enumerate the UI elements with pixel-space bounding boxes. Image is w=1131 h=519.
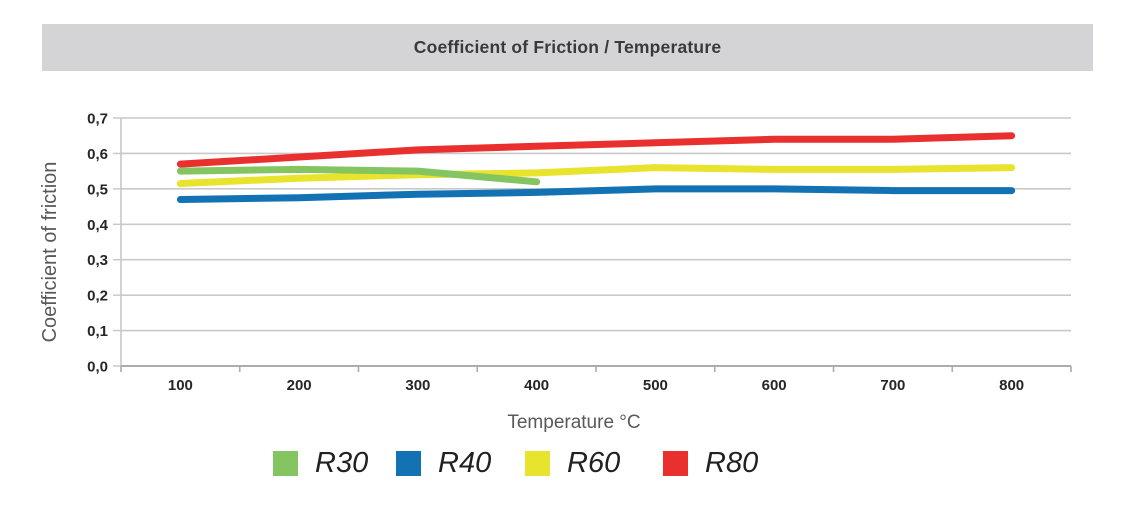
- chart-title: Coefficient of Friction / Temperature: [413, 37, 722, 57]
- x-tick-label: 400: [524, 377, 549, 394]
- x-tick-label: 200: [287, 377, 312, 394]
- x-tick-label: 800: [999, 377, 1024, 394]
- legend-label-r60: R60: [567, 447, 621, 479]
- x-tick-label: 100: [168, 377, 193, 394]
- legend-swatch-r40: [396, 450, 421, 476]
- y-tick-label: 0,7: [87, 111, 108, 128]
- legend-swatch-r60: [525, 450, 550, 476]
- tick-labels: 0,0 0,1 0,2 0,3 0,4 0,5 0,6 0,7 100 200 300 400 500 6…: [87, 111, 1024, 395]
- x-tick-label: 600: [762, 377, 787, 394]
- axes: [113, 117, 1072, 372]
- y-tick-label: 0,3: [87, 252, 108, 269]
- gridlines: [121, 117, 1071, 332]
- y-tick-label: 0,0: [87, 359, 108, 376]
- legend-item-r30: R30: [273, 448, 368, 478]
- y-tick-label: 0,5: [87, 181, 108, 198]
- legend-item-r80: R80: [663, 448, 758, 478]
- legend-item-r40: R40: [396, 448, 491, 478]
- y-tick-label: 0,1: [87, 323, 108, 340]
- series-line-r60: [176, 164, 1016, 187]
- legend-swatch-r80: [663, 450, 688, 476]
- legend-label-r80: R80: [705, 447, 759, 479]
- legend-label-r40: R40: [438, 447, 492, 479]
- y-tick-label: 0,4: [87, 217, 109, 234]
- series-line-r30: [176, 165, 541, 186]
- x-tick-label: 700: [880, 377, 905, 394]
- y-tick-label: 0,2: [87, 288, 108, 305]
- series-lines: [176, 132, 1016, 203]
- legend-item-r60: R60: [525, 448, 620, 478]
- legend: R30 R40 R60 R80: [0, 448, 1131, 482]
- series-line-r40: [176, 185, 1016, 203]
- y-axis-title: Coefficient of friction: [39, 162, 61, 343]
- legend-swatch-r30: [273, 450, 298, 476]
- x-tick-label: 300: [405, 377, 430, 394]
- x-tick-label: 500: [643, 377, 668, 394]
- chart-title-bar: Coefficient of Friction / Temperature: [42, 24, 1093, 71]
- y-tick-label: 0,6: [87, 146, 108, 163]
- plot-area: 0,0 0,1 0,2 0,3 0,4 0,5 0,6 0,7 100 200 300 400 500 6…: [39, 111, 1072, 433]
- legend-label-r30: R30: [315, 447, 369, 479]
- series-line-r80: [176, 132, 1016, 168]
- x-axis-title: Temperature °C: [507, 412, 640, 433]
